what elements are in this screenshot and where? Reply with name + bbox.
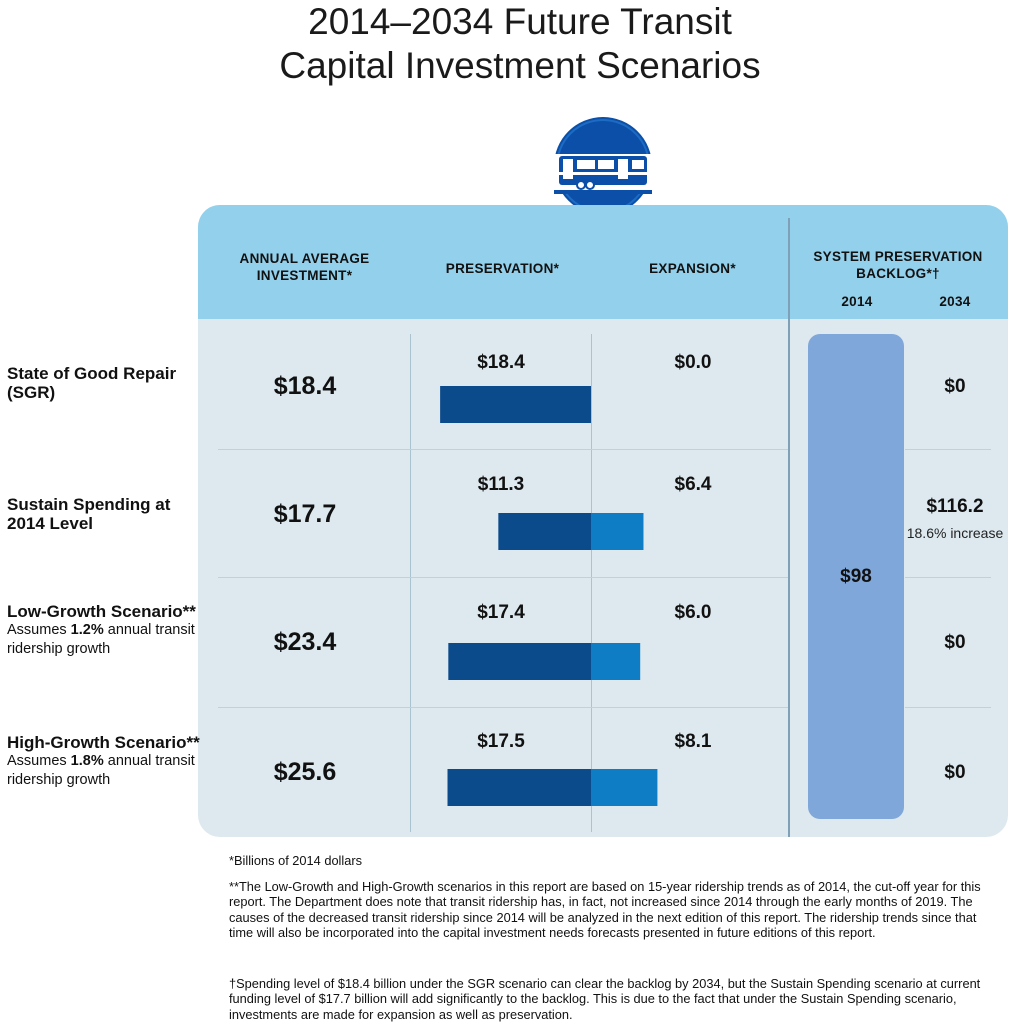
annual-investment-value: $17.7 <box>273 500 337 528</box>
header-year-2014: 2014 <box>841 294 873 309</box>
backlog-2014-value: $98 <box>840 566 872 587</box>
page-title: 2014–2034 Future Transit Capital Investm… <box>0 0 1010 88</box>
expansion-data-label: $8.1 <box>674 731 712 752</box>
row-name: Low-Growth Scenario** <box>7 602 196 621</box>
expansion-data-label: $6.4 <box>674 474 712 495</box>
growth-rate: 1.2% <box>70 622 104 638</box>
row-subtext: Assumes 1.2% annual transit ridership gr… <box>7 621 207 659</box>
backlog-2034-value: $116.2 <box>926 496 984 517</box>
footnote-units: *Billions of 2014 dollars <box>229 853 363 868</box>
preservation-data-label: $18.4 <box>477 352 525 373</box>
row-name: State of Good Repair (SGR) <box>7 364 177 402</box>
row-divider <box>905 707 991 708</box>
header-preservation: PRESERVATION* <box>445 261 560 276</box>
row-divider <box>218 707 788 708</box>
row-divider <box>905 577 991 578</box>
column-divider-preservation <box>410 334 411 832</box>
header-annual: ANNUAL AVERAGE INVESTMENT* <box>239 251 370 283</box>
row-label-low-growth: Low-Growth Scenario** Assumes 1.2% annua… <box>7 602 207 659</box>
row-name: High-Growth Scenario** <box>7 733 200 752</box>
row-label-sustain: Sustain Spending at 2014 Level <box>7 495 207 533</box>
row-subtext-tail: annual transit ridership growth <box>7 753 195 788</box>
annual-investment-value: $25.6 <box>273 758 337 786</box>
row-subtext-lead: Assumes <box>7 622 71 638</box>
annual-investment-value: $18.4 <box>273 372 337 400</box>
row-label-high-growth: High-Growth Scenario** Assumes 1.8% annu… <box>7 733 207 790</box>
preservation-data-label: $11.3 <box>477 474 525 495</box>
footnote-backlog: †Spending level of $18.4 billion under t… <box>229 976 981 1022</box>
backlog-2034-value: $0 <box>944 376 966 397</box>
annual-investment-value: $23.4 <box>273 628 337 656</box>
row-subtext-lead: Assumes <box>7 753 71 769</box>
row-divider <box>905 449 991 450</box>
row-name: Sustain Spending at 2014 Level <box>7 495 171 533</box>
footnote-scenarios: **The Low-Growth and High-Growth scenari… <box>229 879 981 940</box>
row-divider <box>218 577 788 578</box>
backlog-2034-note: 18.6% increase <box>906 525 1004 541</box>
expansion-data-label: $6.0 <box>674 602 712 623</box>
column-divider-axis <box>591 334 592 832</box>
header-backlog: SYSTEM PRESERVATION BACKLOG*† <box>813 249 983 281</box>
title-line-2: Capital Investment Scenarios <box>279 45 761 86</box>
row-divider <box>218 449 788 450</box>
backlog-separator <box>788 218 790 837</box>
header-expansion: EXPANSION* <box>649 261 736 276</box>
growth-rate: 1.8% <box>70 753 104 769</box>
row-subtext-tail: annual transit ridership growth <box>7 622 195 657</box>
expansion-data-label: $0.0 <box>674 352 712 373</box>
preservation-data-label: $17.4 <box>477 602 525 623</box>
backlog-2034-value: $0 <box>944 762 966 783</box>
preservation-data-label: $17.5 <box>477 731 525 752</box>
backlog-2034-value: $0 <box>944 632 966 653</box>
header-year-2034: 2034 <box>939 294 971 309</box>
bus-icon <box>554 117 652 215</box>
row-label-sgr: State of Good Repair (SGR) <box>7 364 207 402</box>
header-band <box>198 205 1008 319</box>
row-subtext: Assumes 1.8% annual transit ridership gr… <box>7 752 207 790</box>
title-line-1: 2014–2034 Future Transit <box>308 1 732 42</box>
backlog-2014-bar <box>808 334 904 819</box>
